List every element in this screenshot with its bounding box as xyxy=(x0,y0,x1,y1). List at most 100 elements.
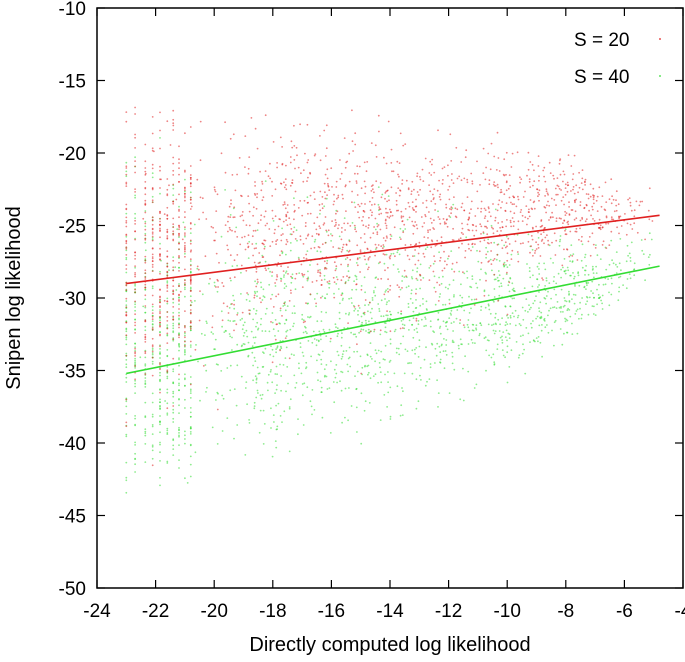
data-point xyxy=(400,216,403,219)
data-point xyxy=(189,287,192,290)
data-point xyxy=(285,219,287,222)
data-point xyxy=(348,312,351,314)
data-point xyxy=(468,329,471,332)
data-point xyxy=(423,325,426,327)
data-point xyxy=(233,276,236,279)
data-point xyxy=(371,297,374,299)
data-point xyxy=(244,454,247,456)
data-point xyxy=(414,352,416,355)
data-point xyxy=(178,233,180,236)
data-point xyxy=(134,303,137,306)
data-point xyxy=(166,237,169,240)
data-point xyxy=(302,275,305,278)
data-point xyxy=(144,210,147,212)
data-point xyxy=(327,185,330,188)
data-point xyxy=(390,211,392,214)
data-point xyxy=(151,433,154,435)
data-point xyxy=(395,192,397,194)
data-point xyxy=(272,220,275,222)
data-point xyxy=(231,303,233,305)
data-point xyxy=(574,201,576,204)
data-point xyxy=(541,355,543,358)
data-point xyxy=(539,255,542,257)
data-point xyxy=(530,306,532,309)
data-point xyxy=(256,389,259,392)
data-point xyxy=(184,373,186,376)
data-point xyxy=(579,227,581,230)
data-point xyxy=(144,333,147,336)
data-point xyxy=(168,269,170,271)
data-point xyxy=(125,398,128,401)
data-point xyxy=(353,224,356,227)
data-point xyxy=(395,203,398,206)
data-point xyxy=(233,299,236,302)
data-point xyxy=(166,326,169,329)
data-point xyxy=(558,217,561,220)
data-point xyxy=(374,360,376,363)
data-point xyxy=(559,158,562,161)
data-point xyxy=(470,298,473,301)
data-point xyxy=(442,350,445,353)
data-point xyxy=(484,178,487,181)
data-point xyxy=(245,381,248,383)
data-point xyxy=(407,306,410,308)
data-point xyxy=(368,320,370,323)
data-point xyxy=(532,320,534,322)
data-point xyxy=(381,193,384,196)
data-point xyxy=(125,239,128,242)
data-point xyxy=(290,281,293,284)
data-point xyxy=(168,184,170,187)
data-point xyxy=(374,248,377,251)
data-point xyxy=(246,292,249,294)
data-point xyxy=(151,253,154,256)
data-point xyxy=(211,426,214,429)
data-point xyxy=(313,222,316,225)
data-point xyxy=(166,349,169,351)
data-point xyxy=(339,159,341,161)
data-point xyxy=(473,298,476,301)
data-point xyxy=(464,250,467,252)
data-point xyxy=(515,341,518,343)
data-point xyxy=(384,330,386,333)
data-point xyxy=(310,355,312,358)
data-point xyxy=(144,272,147,275)
data-point xyxy=(571,260,574,262)
data-point xyxy=(393,226,396,229)
data-point xyxy=(172,339,175,342)
data-point xyxy=(415,306,418,309)
data-point xyxy=(407,201,410,204)
data-point xyxy=(554,319,557,322)
data-point xyxy=(570,165,573,167)
data-point xyxy=(324,155,327,157)
data-point xyxy=(144,261,147,264)
data-point xyxy=(463,272,466,275)
data-point xyxy=(326,388,329,390)
data-point xyxy=(648,218,651,221)
data-point xyxy=(584,256,586,259)
data-point xyxy=(598,283,600,286)
data-point xyxy=(184,340,186,343)
data-point xyxy=(462,233,464,236)
data-point xyxy=(429,363,432,365)
data-point xyxy=(134,361,137,364)
data-point xyxy=(184,252,186,255)
data-point xyxy=(391,170,393,173)
data-point xyxy=(166,290,169,292)
x-tick-label: -6 xyxy=(616,601,633,622)
data-point xyxy=(592,243,595,246)
data-point xyxy=(184,268,186,271)
data-point xyxy=(258,372,261,375)
data-point xyxy=(369,209,372,212)
data-point xyxy=(622,284,624,286)
data-point xyxy=(546,324,548,326)
data-point xyxy=(441,240,443,243)
data-point xyxy=(474,342,476,344)
data-point xyxy=(588,209,590,212)
data-point xyxy=(528,304,530,306)
data-point xyxy=(564,272,567,275)
data-point xyxy=(189,392,192,394)
data-point xyxy=(232,320,235,323)
data-point xyxy=(159,415,161,417)
data-point xyxy=(184,228,186,231)
data-point xyxy=(215,399,217,401)
